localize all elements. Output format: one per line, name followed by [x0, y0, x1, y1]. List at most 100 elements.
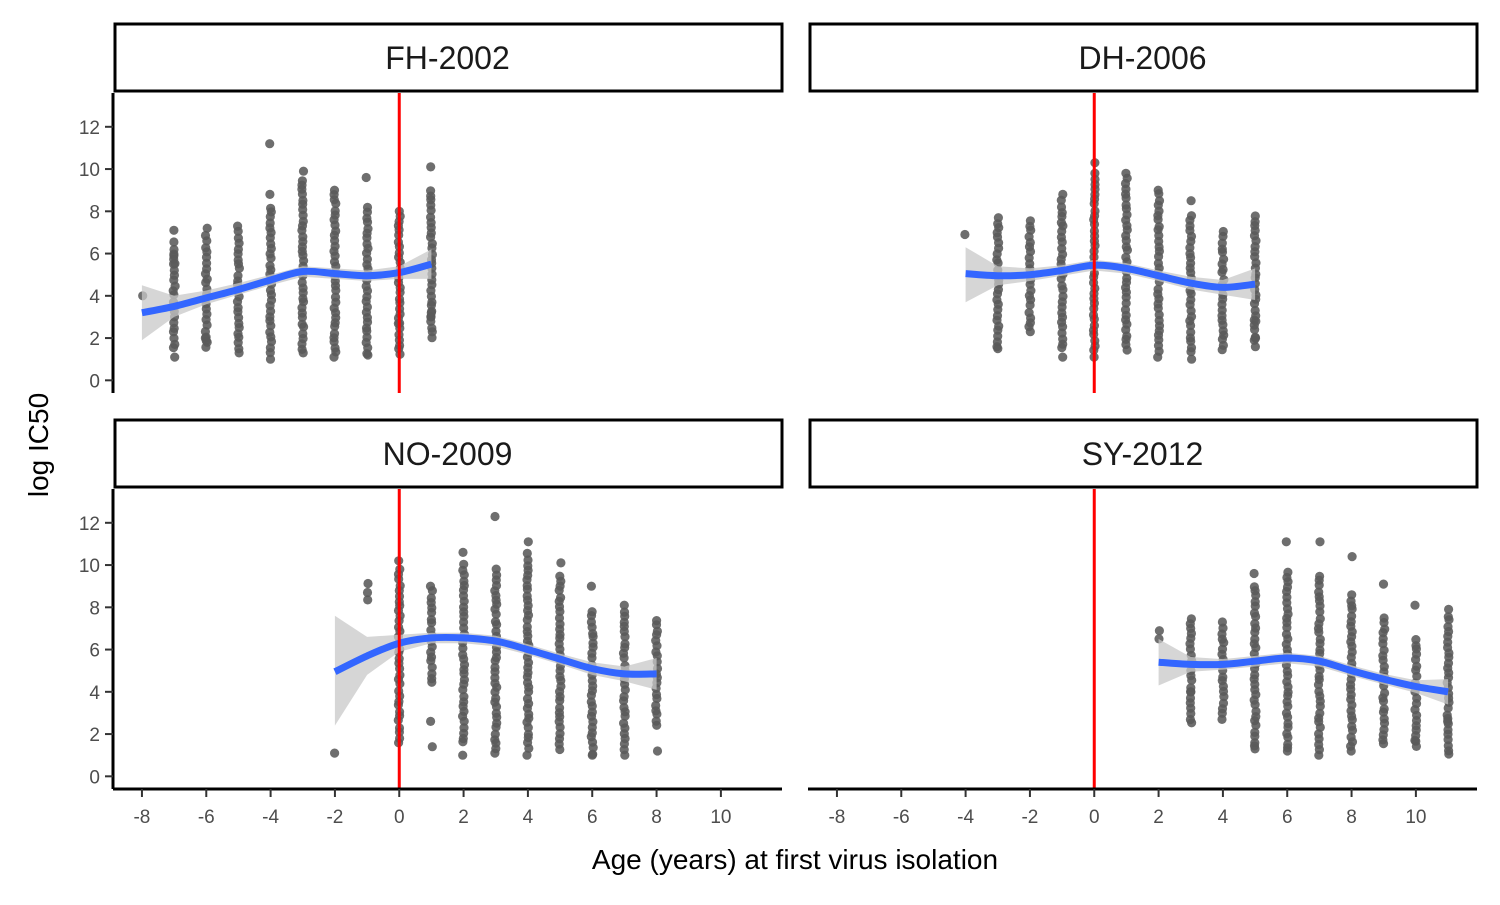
data-point: [1251, 316, 1261, 326]
panel-sy-2012: SY-2012 -8 -6 -4 -2 0 2 4 6 8 10: [808, 418, 1479, 828]
data-point: [1154, 196, 1165, 206]
data-point: [555, 571, 565, 581]
x-tick-label: 8: [1346, 807, 1357, 828]
data-point: [1315, 614, 1325, 624]
data-point: [1217, 238, 1227, 248]
points: [960, 158, 1261, 364]
data-point: [1153, 258, 1163, 268]
data-point: [1251, 706, 1261, 717]
data-point: [200, 230, 211, 241]
data-point: [1153, 284, 1163, 294]
data-point: [1218, 698, 1229, 708]
data-point: [491, 564, 501, 574]
data-point: [170, 352, 180, 362]
y-tick-label: 2: [89, 725, 100, 746]
y-tick-label: 6: [89, 245, 100, 266]
data-point: [1250, 333, 1261, 343]
data-point: [1314, 587, 1324, 597]
data-point: [1314, 686, 1324, 697]
data-point: [1249, 568, 1259, 579]
data-point: [1121, 242, 1131, 252]
data-point: [1380, 688, 1390, 698]
data-point: [1379, 704, 1389, 714]
data-point: [1249, 608, 1260, 618]
data-point: [298, 329, 308, 339]
data-point: [1218, 226, 1228, 237]
data-point: [1315, 708, 1325, 718]
data-point: [490, 748, 500, 758]
data-point: [1250, 727, 1260, 737]
data-point: [586, 617, 597, 627]
data-point: [1153, 352, 1163, 362]
data-point: [425, 581, 436, 591]
data-point: [330, 292, 341, 302]
data-point: [586, 581, 597, 591]
data-point: [233, 221, 243, 231]
data-point: [522, 622, 532, 632]
data-point: [1250, 670, 1260, 680]
data-point: [1153, 185, 1163, 195]
data-point: [1250, 305, 1260, 316]
data-point: [297, 176, 307, 186]
data-point: [619, 718, 629, 728]
smooth-line: [141, 260, 433, 317]
x-tick-label: 4: [1218, 807, 1229, 828]
confidence-ribbon: [141, 249, 432, 341]
data-point: [363, 595, 373, 605]
x-tick-label: -2: [1021, 807, 1038, 828]
data-point: [426, 212, 436, 222]
x-tick-label: -8: [828, 807, 845, 828]
x-tick-label: 0: [394, 807, 405, 828]
data-point: [1315, 537, 1325, 547]
data-point: [426, 615, 436, 625]
data-point: [588, 638, 598, 648]
x-tick-label: 6: [1282, 807, 1293, 828]
data-point: [1219, 254, 1229, 264]
data-point: [1283, 567, 1293, 577]
data-point: [522, 591, 532, 601]
data-point: [361, 172, 371, 183]
x-tick-label: -2: [326, 807, 343, 828]
y-tick-label: 12: [79, 118, 100, 139]
data-point: [522, 750, 532, 760]
data-point: [265, 354, 276, 364]
data-point: [651, 716, 661, 726]
data-point: [1154, 222, 1164, 232]
data-point: [1056, 202, 1067, 212]
y-axis-title: log IC50: [23, 393, 54, 497]
data-point: [1379, 714, 1389, 724]
data-point: [619, 607, 630, 617]
strip-label: SY-2012: [1082, 436, 1204, 472]
data-point: [523, 537, 533, 547]
x-tick-label: 2: [458, 807, 469, 828]
y-tick-label: 2: [89, 329, 100, 350]
data-point: [426, 162, 436, 172]
data-point: [1187, 354, 1197, 364]
data-point: [1057, 281, 1067, 291]
data-point: [1058, 352, 1068, 362]
data-point: [234, 348, 244, 358]
data-point: [1121, 200, 1131, 210]
data-point: [1025, 327, 1035, 337]
data-point: [1122, 273, 1132, 283]
panel-dh-2006: DH-2006: [808, 22, 1479, 393]
data-point: [329, 185, 340, 195]
data-point: [523, 729, 534, 740]
data-point: [1314, 750, 1324, 760]
smooth-line: [965, 261, 1256, 291]
x-tick-label: 4: [523, 807, 534, 828]
y-tick-label: 4: [89, 683, 100, 704]
x-axis-title: Age (years) at first virus isolation: [592, 844, 998, 875]
y-tick-label: 0: [89, 767, 100, 788]
data-point: [993, 213, 1004, 223]
data-point: [202, 337, 212, 347]
data-point: [363, 224, 373, 234]
data-point: [1379, 613, 1389, 623]
strip-box: [113, 22, 784, 93]
data-point: [201, 243, 211, 253]
data-point: [522, 694, 533, 704]
data-point: [169, 225, 179, 235]
data-point: [202, 223, 212, 233]
data-point: [265, 261, 275, 271]
strip-label: FH-2002: [385, 40, 510, 76]
